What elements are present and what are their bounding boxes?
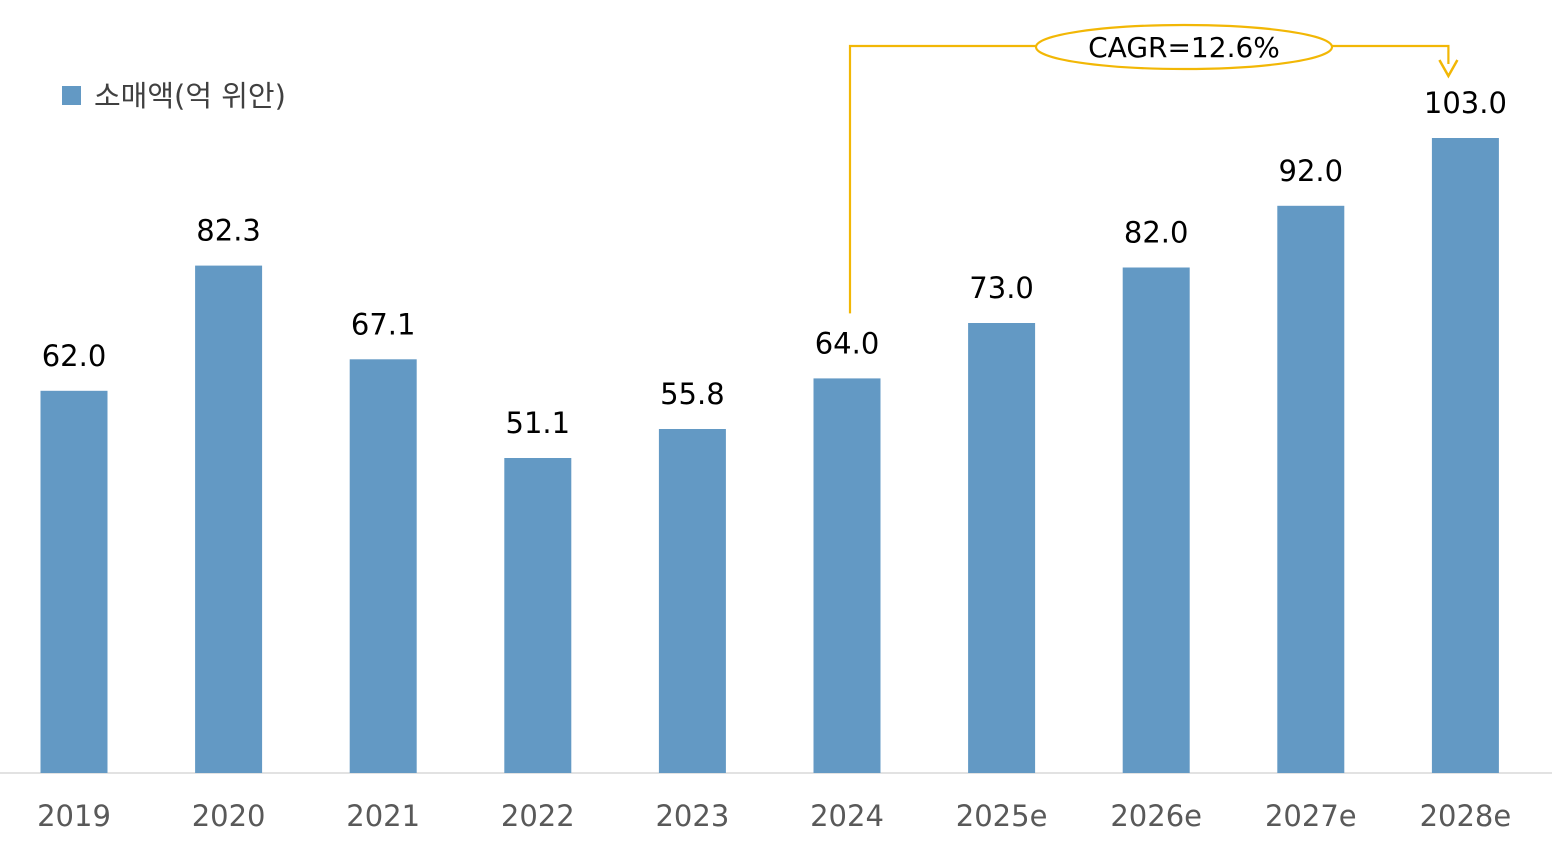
value-label-2024: 64.0 xyxy=(815,326,880,360)
bars xyxy=(40,138,1499,774)
cagr-ellipse xyxy=(1034,23,1334,71)
bar-2024 xyxy=(813,378,881,773)
bar-2027e xyxy=(1277,205,1345,774)
bar-2019 xyxy=(40,390,108,773)
cagr-arrowhead xyxy=(1438,59,1459,79)
x-tick-2026e: 2026e xyxy=(1110,799,1202,833)
bar-2022 xyxy=(504,458,572,773)
value-label-2023: 55.8 xyxy=(660,377,725,411)
legend: 소매액(억 위안) xyxy=(62,79,286,113)
value-label-2019: 62.0 xyxy=(42,339,107,373)
value-label-2021: 67.1 xyxy=(351,307,416,341)
x-tick-2023: 2023 xyxy=(655,799,729,833)
bar-2025e xyxy=(968,323,1036,773)
x-tick-2025e: 2025e xyxy=(956,799,1048,833)
value-label-2025e: 73.0 xyxy=(969,271,1034,305)
value-label-2022: 51.1 xyxy=(506,406,571,440)
x-tick-2028e: 2028e xyxy=(1420,799,1512,833)
bar-2028e xyxy=(1431,138,1499,773)
bar-2026e xyxy=(1122,267,1190,773)
value-label-2020: 82.3 xyxy=(196,214,261,248)
value-label-2026e: 82.0 xyxy=(1124,216,1189,250)
bar-2020 xyxy=(195,265,263,773)
bar-2021 xyxy=(349,359,417,773)
value-label-2028e: 103.0 xyxy=(1424,86,1507,120)
value-label-2027e: 92.0 xyxy=(1279,154,1344,188)
x-tick-2024: 2024 xyxy=(810,799,884,833)
cagr-annotation: CAGR=12.6% xyxy=(848,23,1459,314)
bar-2023 xyxy=(658,429,726,773)
cagr-label: CAGR=12.6% xyxy=(1088,31,1280,64)
x-tick-labels: 2019 2020 2021 2022 2023 2024 2025e 2026e 2027e 2… xyxy=(37,799,1511,833)
x-tick-2021: 2021 xyxy=(346,799,420,833)
x-tick-2022: 2022 xyxy=(501,799,575,833)
value-labels: 62.0 82.3 67.1 51.1 55.8 64.0 73.0 82.0 92.0 103.… xyxy=(42,86,1507,440)
legend-swatch xyxy=(62,86,81,105)
x-tick-2020: 2020 xyxy=(192,799,266,833)
legend-label: 소매액(억 위안) xyxy=(94,79,286,113)
x-tick-2027e: 2027e xyxy=(1265,799,1357,833)
x-tick-2019: 2019 xyxy=(37,799,111,833)
